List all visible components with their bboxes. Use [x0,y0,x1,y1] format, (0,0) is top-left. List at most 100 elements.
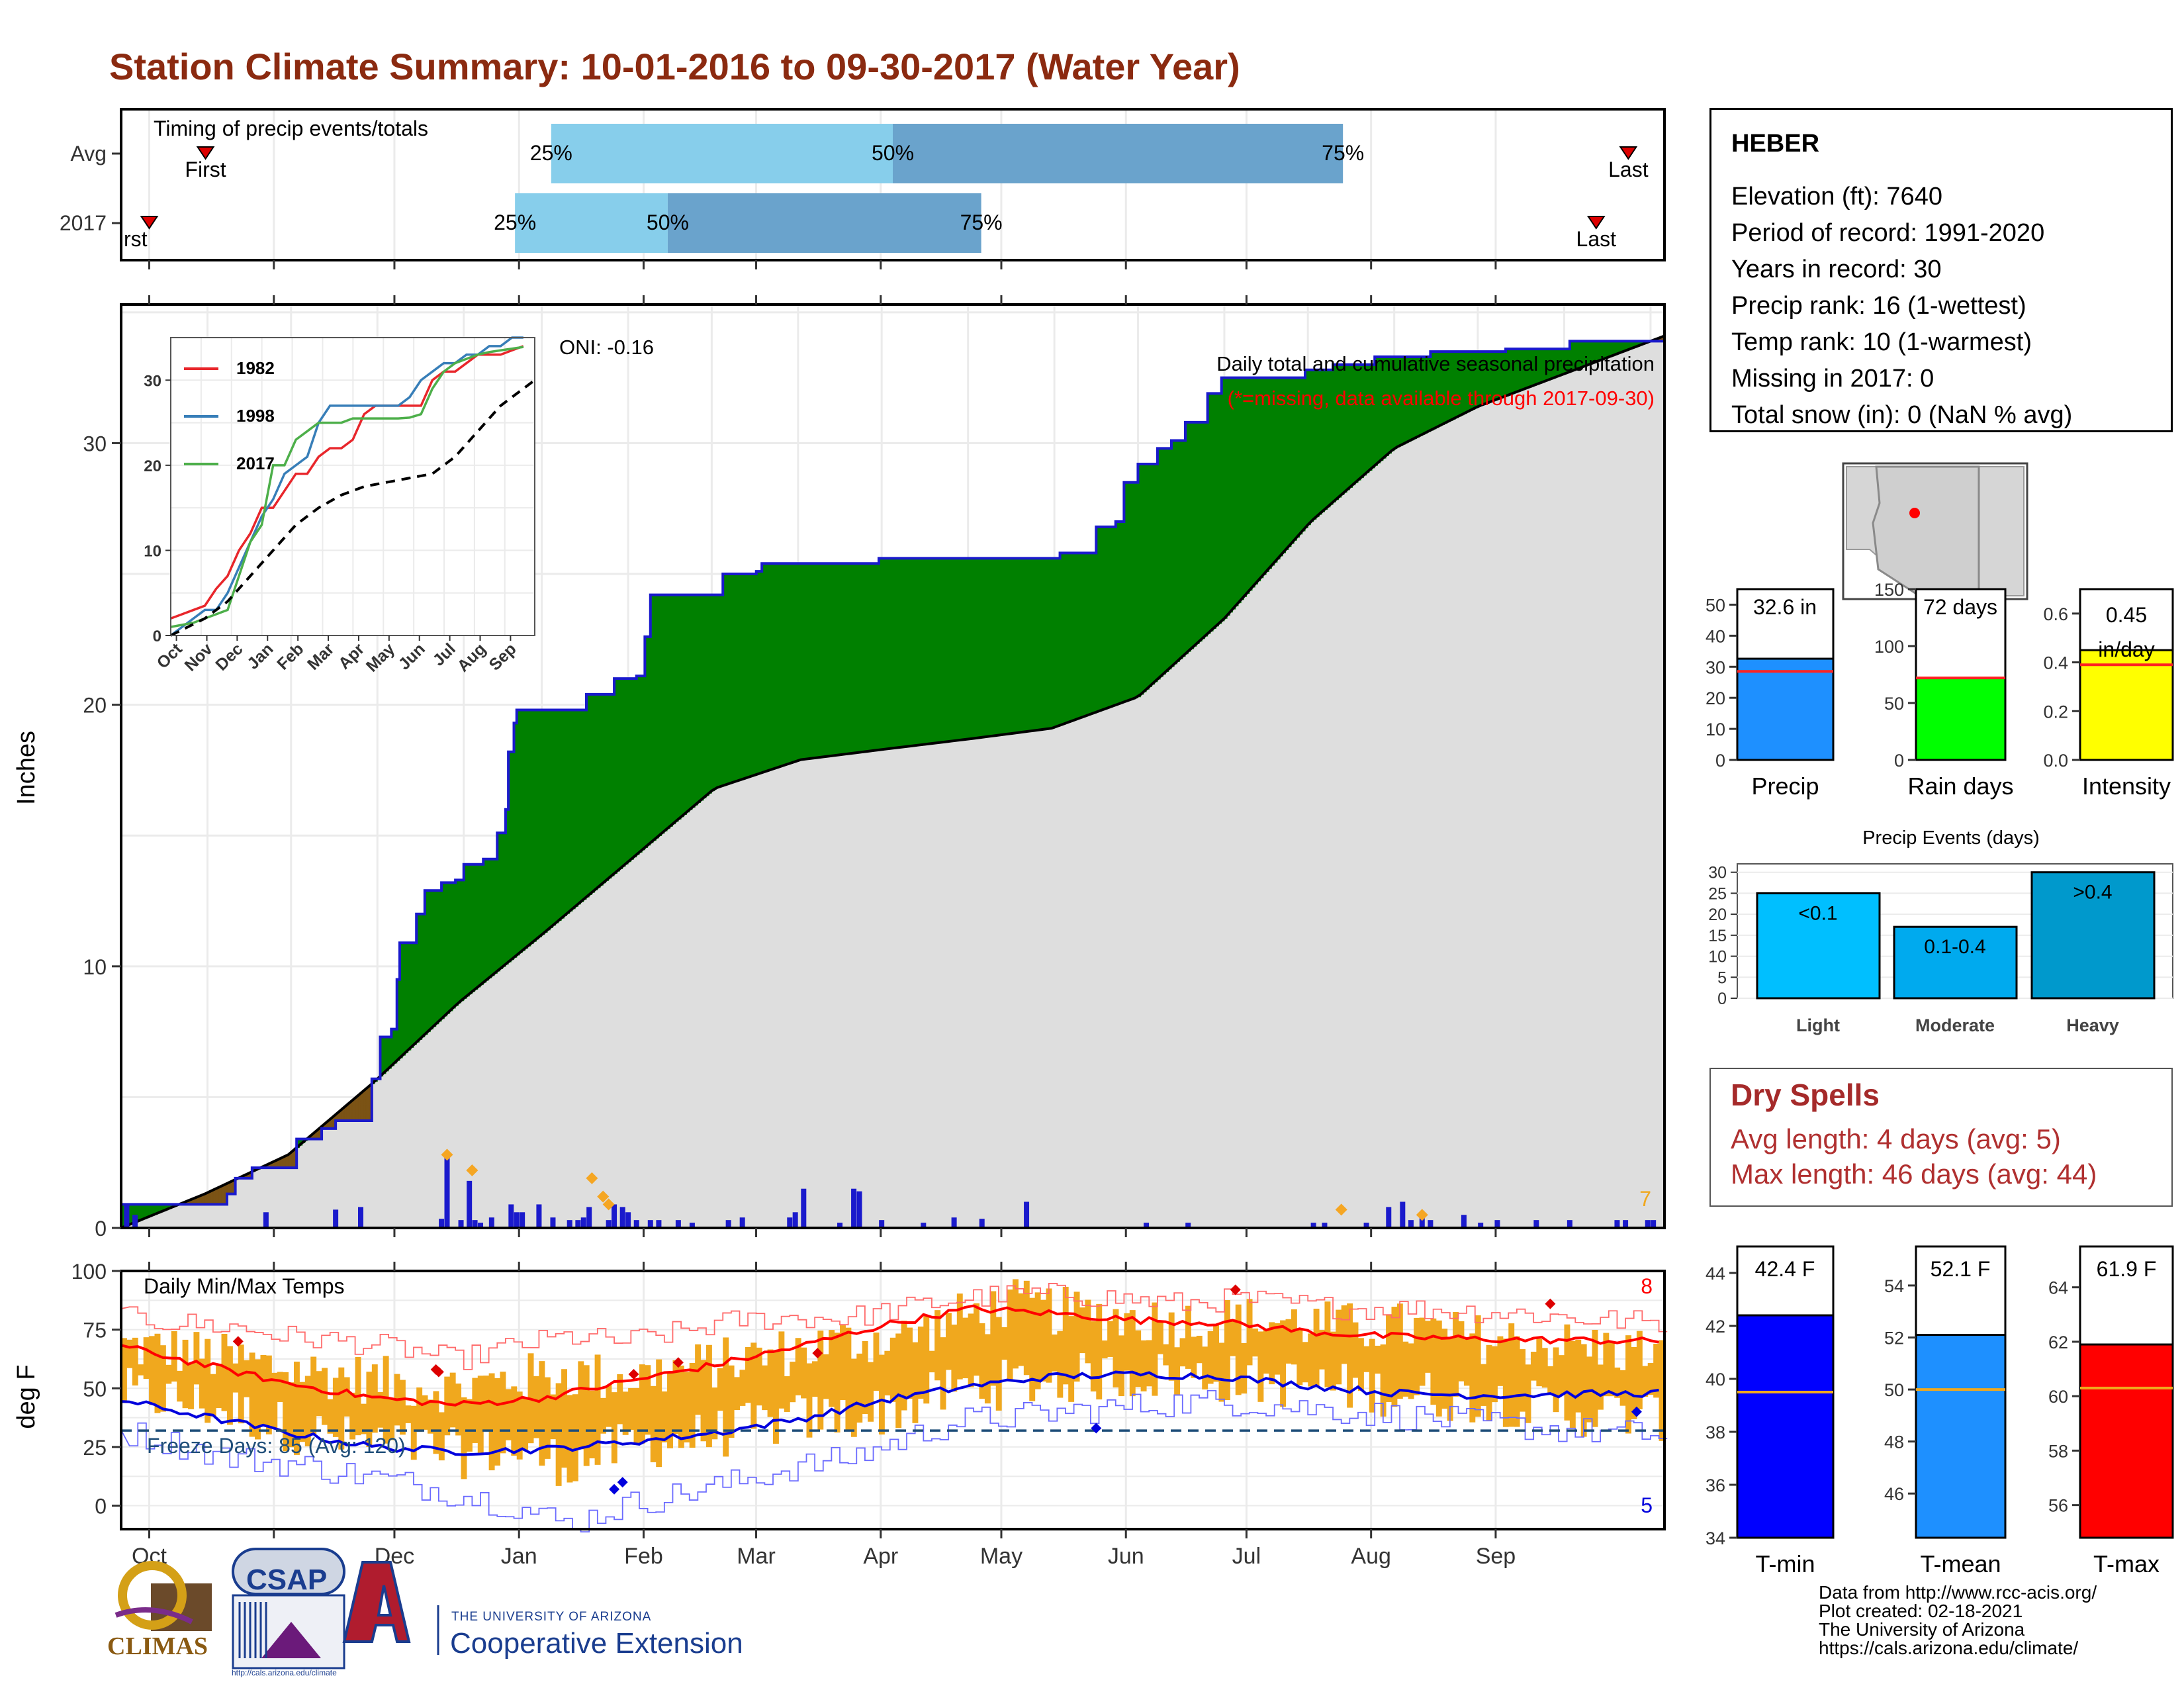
temps-daily-range-bar [778,1331,785,1409]
precip-frame [120,303,1666,1229]
raindays-total-value-label: 72 days [1923,595,1997,619]
precip-extreme-marker [1416,1209,1428,1221]
temp-total-y-tick-label: 56 [2048,1496,2068,1516]
temps-x-tick-label: Jan [501,1544,537,1569]
precip-daily-bar [263,1212,269,1228]
temps-daily-range-bar [1592,1329,1598,1427]
temps-daily-range-bar [795,1338,801,1395]
timing-first-label-2017: rst [124,227,148,251]
temps-daily-range-bar [1213,1325,1219,1382]
temp-total-x-label: T-min [1756,1550,1815,1577]
temps-daily-range-bar [1096,1303,1103,1400]
precip-daily-bar [856,1191,862,1228]
temps-daily-range-bar [1051,1335,1058,1372]
precip-daily-bar [439,1219,445,1228]
temps-daily-range-bar [1252,1328,1258,1357]
temps-x-tick-label: Apr [863,1544,898,1569]
temps-daily-range-bar [277,1372,283,1402]
precip-total-y-tick-label: 50 [1884,694,1904,714]
timing-panel: 25% 50% 75% First Last Avg 25% 50% 75% rst Last 201… [60,108,1666,269]
temps-daily-range-bar [695,1344,702,1415]
temps-daily-range-bar [845,1327,852,1431]
temps-daily-range-bar [154,1333,161,1413]
temps-daily-range-bar [539,1361,545,1466]
temps-daily-range-bar [1090,1321,1097,1392]
temps-daily-range-bar [1575,1339,1582,1413]
temps-daily-range-bar [1469,1333,1476,1423]
temps-daily-range-bar [1157,1321,1163,1354]
csap-logo-text: CSAP [246,1564,328,1596]
precip-events-bar-heavy [2030,871,2156,1000]
tmin-value-label: 42.4 F [1755,1257,1815,1281]
precip-daily-bar [1428,1220,1433,1228]
temps-daily-range-bar [583,1365,590,1466]
station-precip-rank: Precip rank: 16 (1-wettest) [1731,292,2026,320]
temps-daily-range-bar [834,1333,841,1433]
precip-total-bar-rain-days [1915,677,2007,761]
temp-total-y-tick-label: 38 [1706,1423,1725,1442]
temps-daily-range-bar [1659,1340,1665,1441]
precip-events-title: Precip Events (days) [1862,827,2040,849]
temps-daily-range-bar [1647,1363,1654,1395]
temps-daily-range-bar [1559,1355,1565,1395]
temps-daily-range-bar [260,1354,267,1425]
temps-daily-range-bar [304,1376,311,1446]
temps-daily-range-bar [221,1333,228,1411]
temps-daily-range-bar [1486,1344,1492,1421]
temps-x-tick-label: Aug [1351,1544,1391,1569]
temps-daily-range-bar [979,1323,985,1399]
precip-total-value-label: 32.6 in [1753,595,1817,619]
footer-line-4: https://cals.arizona.edu/climate/ [1819,1638,2079,1658]
temps-daily-range-bar [165,1364,172,1384]
timing-bar-q1-2017 [515,193,668,253]
temps-daily-range-bar [1536,1338,1543,1387]
temps-daily-range-bar [1018,1293,1024,1366]
temps-daily-range-bar [1079,1307,1085,1354]
footer-line-1: Data from http://www.rcc-acis.org/ [1819,1582,2097,1603]
temp-total-y-tick-label: 54 [1884,1276,1904,1296]
temps-daily-range-bar [293,1361,300,1455]
temps-daily-range-bar [628,1387,635,1430]
temps-daily-range-bar [327,1399,334,1434]
precip-daily-bar [633,1220,639,1228]
temps-daily-range-bar [159,1345,166,1412]
dry-spells-avg: Avg length: 4 days (avg: 5) [1731,1123,2061,1154]
temps-daily-range-bar [901,1321,907,1411]
precip-daily-bar [1322,1223,1328,1228]
temps-daily-range-bar [488,1373,495,1471]
temps-daily-range-bar [717,1368,723,1411]
precip-events-value-label: >0.4 [2073,882,2112,904]
temps-daily-range-bar [1569,1340,1576,1429]
timing-bar-q2-2017 [667,193,981,253]
temps-daily-range-bar [801,1347,807,1399]
precip-daily-bar [1623,1220,1629,1228]
temps-daily-range-bar [1124,1313,1130,1371]
temps-daily-range-bar [1241,1342,1248,1394]
precip-daily-bar [921,1223,927,1228]
precip-daily-bar [575,1220,581,1228]
temps-daily-range-bar [438,1412,445,1461]
temps-daily-range-bar [1553,1347,1559,1413]
dry-spells-max: Max length: 46 days (avg: 44) [1731,1158,2097,1190]
precip-events-x-label: Moderate [1915,1015,1995,1035]
temps-daily-range-bar [1396,1303,1403,1399]
temps-daily-range-bar [1447,1337,1453,1421]
precip-daily-bar [851,1188,857,1228]
temps-tmin-avg-line [120,1370,1659,1456]
timing-last-marker-2017 [1586,216,1606,230]
temps-daily-range-bar [1152,1302,1158,1396]
temps-daily-range-bar [1029,1297,1036,1401]
timing-label-75-Avg: 75% [1322,141,1364,165]
temps-daily-range-bar [1013,1279,1019,1369]
precip-daily-bar [1024,1201,1030,1228]
temps-daily-range-bar [974,1303,979,1376]
timing-frame [120,108,1666,261]
temps-daily-range-bar [817,1331,824,1430]
precip-daily-bar [647,1220,653,1228]
precip-daily-bar [656,1220,662,1228]
timing-title: Timing of precip events/totals [154,117,428,140]
temps-daily-range-bar [244,1360,250,1397]
precip-daily-bar [132,1215,138,1228]
temps-daily-range-bar [923,1315,930,1404]
temps-daily-range-bar [555,1383,562,1486]
